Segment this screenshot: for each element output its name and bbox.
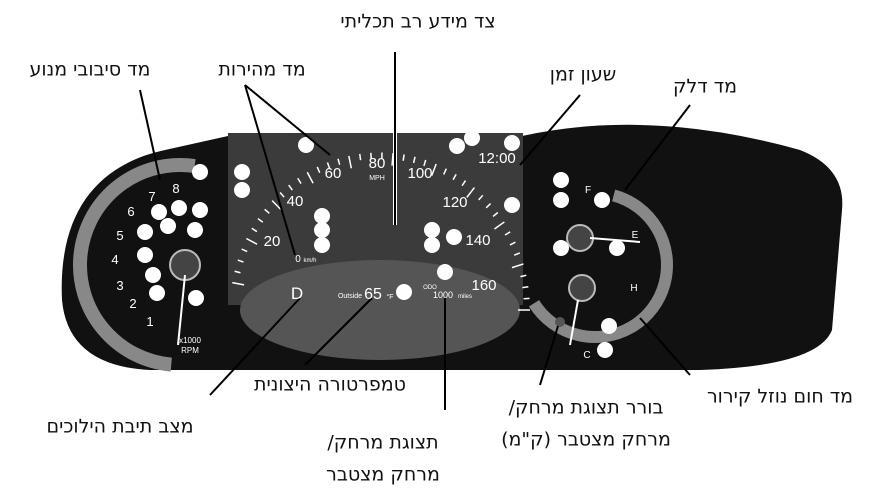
callout-label: תצוגת מרחק/ [327, 432, 438, 454]
dot [187, 222, 203, 238]
coolant-hot: H [630, 283, 637, 294]
fuel-knob [567, 225, 593, 251]
speed-zero-unit: km/h [303, 258, 316, 264]
outside-unit: °F [386, 293, 393, 301]
tach-number: 6 [127, 204, 134, 219]
dot [314, 237, 330, 253]
dot [553, 172, 569, 188]
cluster-diagram: צד מידע רב תכליתי מד סיבובי מנוע מד מהירות… [0, 0, 874, 490]
dot [504, 135, 520, 151]
dot [597, 342, 613, 358]
dot [314, 222, 330, 238]
speed-number: 120 [442, 194, 467, 211]
dot [192, 202, 208, 218]
tach-multiplier: x1000 [179, 336, 201, 345]
dot [504, 197, 520, 213]
callout-label: בורר תצוגת מרחק/ [509, 397, 664, 419]
speed-glow [240, 260, 520, 360]
dot [594, 192, 610, 208]
dot [449, 138, 465, 154]
callout-label: טמפרטורה היצונית [254, 374, 406, 396]
tach-number: 8 [172, 181, 179, 196]
dot [446, 229, 462, 245]
tach-number: 7 [148, 189, 155, 204]
callout-label: מד סיבובי מנוע [30, 59, 151, 81]
tach-number: 1 [146, 314, 153, 329]
dot [171, 200, 187, 216]
tach-number: 4 [111, 252, 118, 267]
dot [314, 208, 330, 224]
temp-knob [569, 275, 595, 301]
callout-label: מצב תיבת הילוכים [47, 416, 194, 438]
trip-button [555, 317, 565, 327]
odo-value: 1000 [433, 290, 453, 300]
speed-number: 100 [407, 165, 432, 182]
dot [553, 240, 569, 256]
dot [234, 182, 250, 198]
speed-number: 0 [295, 254, 301, 265]
dot [192, 164, 208, 180]
speed-tick [392, 153, 393, 166]
tach-number: 2 [129, 296, 136, 311]
dot [609, 240, 625, 256]
dot [188, 290, 204, 306]
tach-unit: RPM [181, 346, 199, 355]
speed-number: 40 [287, 193, 304, 210]
speed-unit: MPH [369, 175, 385, 182]
dot [149, 285, 165, 301]
dot [424, 222, 440, 238]
callout-label: מרחק מצטבר [326, 464, 440, 486]
dot [396, 284, 412, 300]
speed-number: 20 [264, 233, 281, 250]
gear: D [291, 284, 303, 303]
outside-label: Outside [338, 293, 362, 300]
dot [137, 247, 153, 263]
callout-label: שעון זמן [550, 64, 616, 86]
dot [160, 218, 176, 234]
tach-number: 3 [116, 278, 123, 293]
dot [234, 164, 250, 180]
coolant-cold: C [583, 350, 590, 361]
fuel-empty: E [632, 230, 639, 241]
callout-label: צד מידע רב תכליתי [340, 11, 495, 33]
dot [145, 267, 161, 283]
dot [137, 224, 153, 240]
speed-number: 160 [471, 277, 496, 294]
dot [464, 130, 480, 146]
dot [553, 192, 569, 208]
fuel-full: F [585, 185, 591, 196]
speed-tick [522, 287, 528, 288]
dot [424, 237, 440, 253]
callout-label: מד דלק [673, 76, 737, 98]
callout-label: מרחק מצטבר (ק"מ) [501, 429, 671, 451]
speed-number: 80 [369, 155, 386, 172]
odo-unit: miles [458, 294, 472, 300]
outside-temp: 65 [364, 286, 382, 303]
speed-tick [403, 155, 404, 161]
callout-label: מד מהירות [218, 59, 305, 81]
dot [151, 204, 167, 220]
tach-number: 5 [116, 228, 123, 243]
dot [437, 264, 453, 280]
dot [601, 318, 617, 334]
speed-tick [360, 154, 361, 160]
callout-label: מד חום נוזל קירור [707, 386, 853, 408]
speed-number: 60 [325, 165, 342, 182]
speed-number: 140 [465, 232, 490, 249]
clock: 12:00 [478, 150, 516, 167]
